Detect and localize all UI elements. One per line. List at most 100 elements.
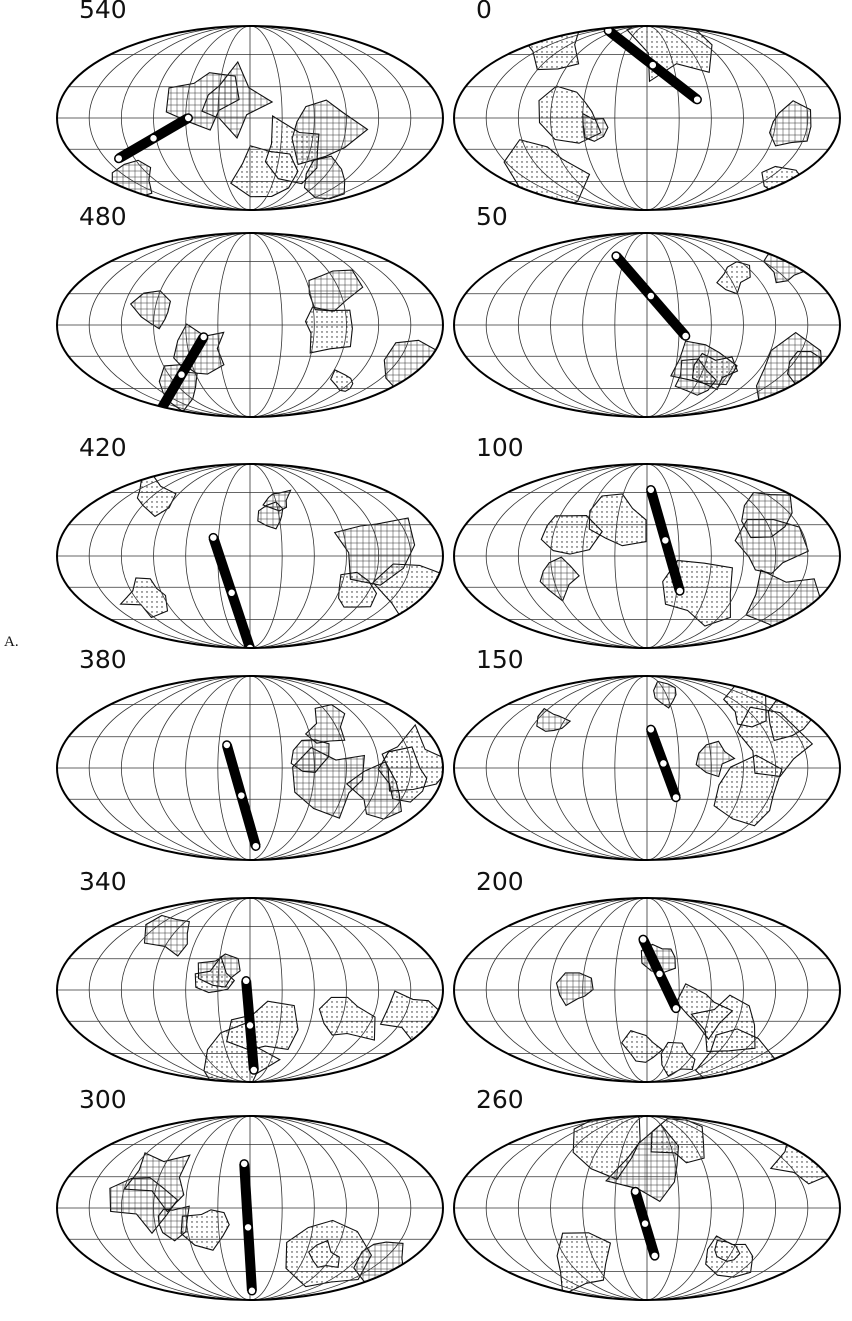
map-content [57, 676, 443, 860]
map-panel: 540 [56, 0, 444, 211]
bar-point [245, 1020, 255, 1031]
bar-point [640, 1218, 650, 1229]
bar-point [226, 588, 237, 598]
bar-point [658, 758, 669, 769]
bar-point [646, 291, 656, 301]
continent [713, 754, 783, 827]
bar-point [646, 724, 656, 735]
map-outline [453, 232, 841, 418]
bar-point [648, 60, 658, 70]
continent [129, 290, 172, 330]
continent [285, 1219, 373, 1288]
continent [539, 556, 580, 602]
continent [653, 680, 677, 709]
bar-point [208, 532, 219, 543]
map-panel: 50 [453, 202, 841, 418]
continent [201, 60, 274, 140]
panel-label: 420 [79, 433, 127, 462]
figure-label: A. [4, 634, 19, 650]
continent [582, 112, 609, 142]
map-panel: 150 [453, 645, 841, 861]
bar-point [236, 790, 247, 801]
bar-point [654, 969, 665, 979]
continent [304, 704, 346, 744]
bar-point [638, 934, 648, 945]
continent [407, 683, 438, 718]
continent [555, 972, 594, 1007]
bar-point [249, 1065, 259, 1075]
bar-point [692, 94, 702, 105]
bar-point [241, 976, 251, 986]
bar-point [176, 369, 187, 380]
continent [304, 306, 353, 354]
map-outline [453, 897, 841, 1083]
bar-point [671, 792, 681, 803]
panel-label: 380 [79, 645, 127, 674]
map-panel: 340 [56, 867, 444, 1083]
map-panel: 480 [56, 202, 444, 418]
panel-label: 150 [476, 645, 524, 674]
map-content [57, 464, 443, 648]
bar-point [183, 113, 193, 123]
continent [536, 707, 572, 732]
bar-point [680, 331, 691, 341]
map-content [57, 1116, 443, 1300]
map-content [454, 676, 840, 860]
bar-point [245, 643, 255, 648]
continent [226, 1000, 299, 1051]
continent [143, 914, 190, 957]
continent [111, 159, 153, 199]
bar-point [114, 153, 124, 164]
bar-point [649, 1251, 660, 1261]
continent [136, 475, 177, 518]
map-panel: 420 [56, 433, 444, 649]
panel-label: 260 [476, 1085, 524, 1114]
continent [540, 515, 603, 555]
bar-point [646, 485, 656, 495]
map-outline [453, 463, 841, 649]
map-panel: 300 [56, 1085, 444, 1301]
map-content [57, 26, 443, 210]
continent [330, 369, 354, 392]
bar-point [660, 535, 671, 546]
map-content [454, 464, 840, 648]
map-outline [56, 1115, 444, 1301]
continent [303, 155, 346, 200]
map-content [454, 26, 840, 210]
bar-point [198, 332, 209, 342]
continent [660, 1041, 696, 1077]
bar-point [154, 407, 165, 417]
continent [769, 100, 812, 147]
map-panel: 100 [453, 433, 841, 649]
map-outline [56, 675, 444, 861]
map-content [454, 233, 840, 417]
map-content [57, 898, 443, 1082]
map-outline [56, 463, 444, 649]
continent [308, 269, 364, 312]
bar-point [239, 1159, 249, 1169]
panel-label: 300 [79, 1085, 127, 1114]
continent [338, 571, 378, 608]
bar-point [222, 740, 232, 750]
map-outline [56, 232, 444, 418]
continent [621, 1030, 664, 1063]
continent [556, 1232, 612, 1296]
map-outline [56, 897, 444, 1083]
bar-point [630, 1186, 641, 1197]
panel-label: 540 [79, 0, 127, 24]
map-outline [453, 1115, 841, 1301]
bar-point [671, 1003, 681, 1014]
continent [572, 1116, 641, 1180]
map-outline [453, 675, 841, 861]
bar-point [247, 1286, 257, 1296]
map-outline [56, 25, 444, 211]
continent [372, 563, 443, 637]
continent [763, 247, 814, 284]
bar-point [243, 1222, 253, 1233]
bar-point [675, 586, 685, 596]
continent [381, 723, 443, 792]
map-panel: 0 [453, 0, 841, 211]
continent [675, 983, 734, 1041]
map-outline [453, 25, 841, 211]
panel-label: 0 [476, 0, 492, 24]
